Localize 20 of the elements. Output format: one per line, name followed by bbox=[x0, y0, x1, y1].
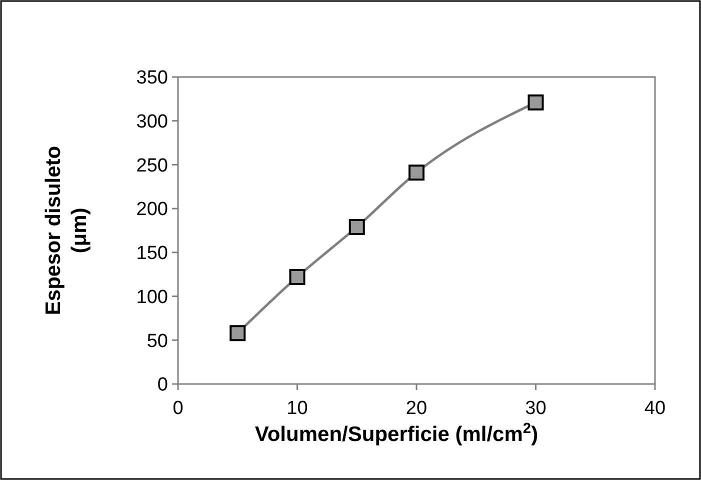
y-tick-label: 300 bbox=[136, 112, 168, 133]
point bbox=[348, 218, 365, 235]
y-tick-label: 100 bbox=[136, 286, 168, 308]
x-tick-label: 10 bbox=[286, 398, 308, 419]
point bbox=[528, 94, 544, 110]
point bbox=[289, 268, 306, 285]
y-tick-label: 50 bbox=[146, 330, 168, 352]
point bbox=[408, 164, 424, 181]
y-tick-label: 150 bbox=[136, 243, 168, 264]
y-tick-label: 200 bbox=[136, 199, 168, 220]
x-tick-label: 40 bbox=[644, 398, 666, 419]
y-tick-label: 0 bbox=[157, 374, 168, 396]
y-tick-label: 350 bbox=[136, 68, 168, 89]
x-axis-title: Volumen/Superficie (ml/cm$^{2}$) bbox=[254, 421, 538, 446]
y-tick-label: 250 bbox=[136, 155, 168, 176]
x-tick-label: 20 bbox=[406, 398, 428, 419]
x-tick-label: 30 bbox=[525, 398, 546, 419]
x-tick-label: 0 bbox=[172, 398, 184, 419]
point bbox=[230, 325, 246, 342]
y-axis-title: Espesor disuleto (μm) bbox=[42, 146, 91, 316]
